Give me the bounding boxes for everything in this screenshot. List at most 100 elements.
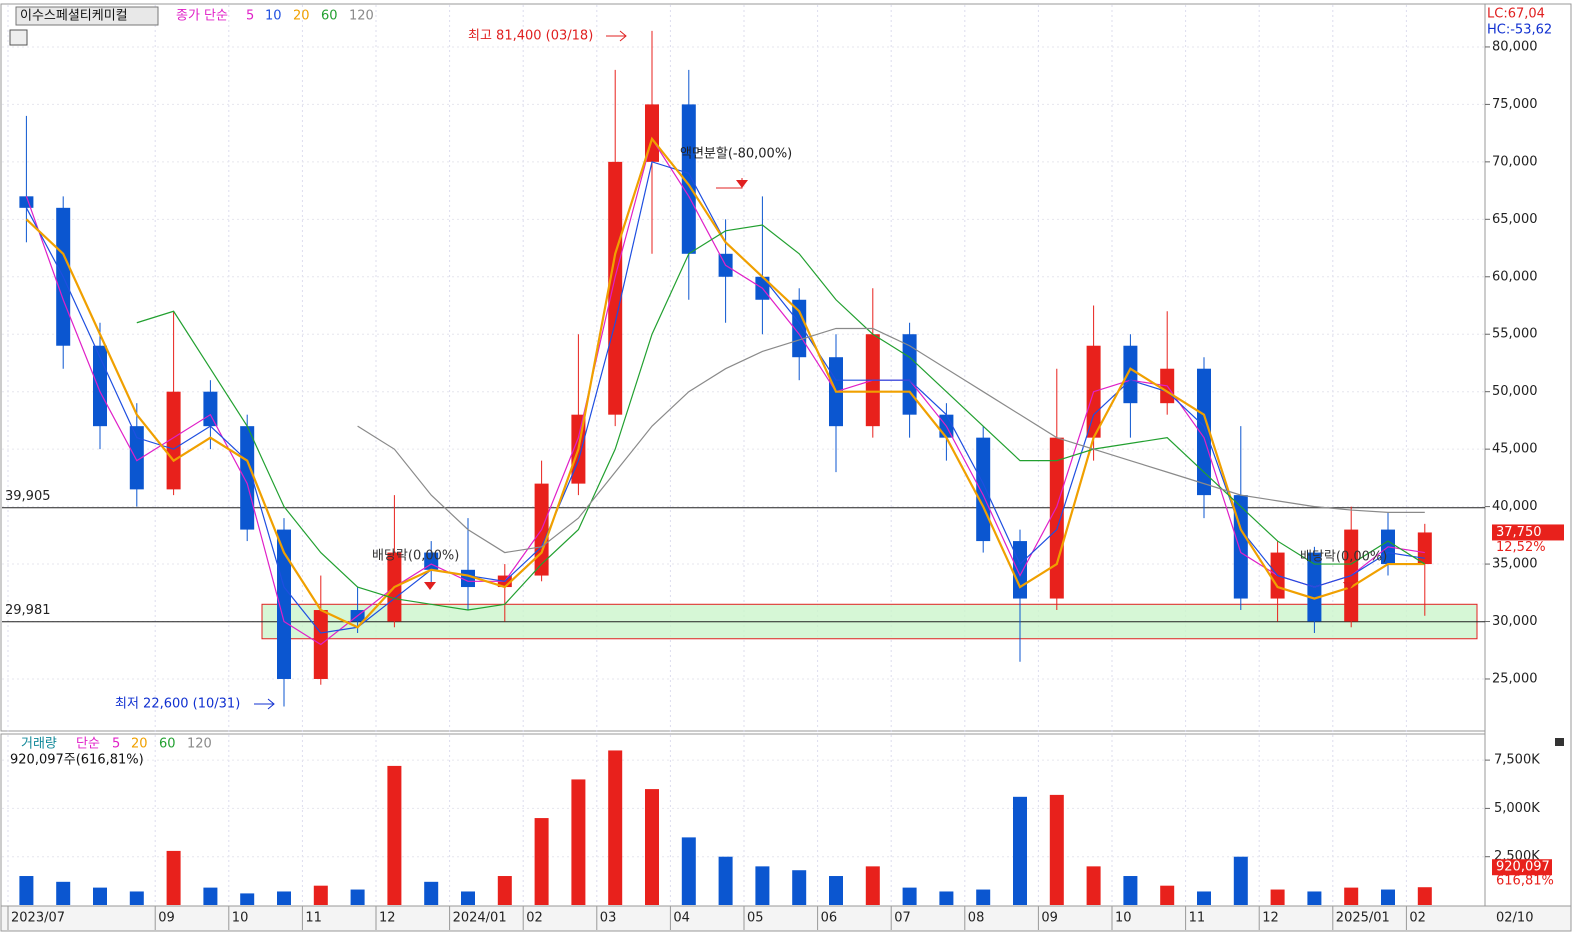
candle-body	[1417, 532, 1432, 565]
volume-bar	[240, 893, 255, 905]
legend-entry: 60	[321, 9, 338, 24]
y-tick-label: 55,000	[1492, 327, 1538, 342]
x-axis-strip	[0, 905, 1572, 932]
volume-bar	[1344, 887, 1359, 905]
x-tick-label: 12	[379, 911, 396, 926]
volume-bar	[865, 866, 880, 905]
volume-bar	[1381, 889, 1395, 905]
candle-body	[277, 529, 291, 679]
x-tick-label: 09	[158, 911, 175, 926]
change-label: 12,52%	[1496, 540, 1546, 555]
x-end-label: 02/10	[1496, 911, 1533, 926]
volume-bar	[277, 891, 291, 905]
y-tick-label: 7,500K	[1494, 753, 1540, 768]
volume-bar	[93, 887, 107, 905]
table-icon[interactable]	[9, 29, 28, 46]
candle-body	[1197, 368, 1211, 496]
legend-entry: 120	[187, 737, 212, 752]
candle-body	[1123, 345, 1138, 404]
moving-average	[25, 136, 1425, 629]
y-tick-label: 5,000K	[1494, 801, 1540, 816]
reference-label: 29,981	[5, 603, 51, 618]
candle-body	[129, 426, 144, 490]
y-tick-label: 70,000	[1492, 154, 1538, 169]
y-tick-label: 75,000	[1492, 97, 1538, 112]
volume-bar	[203, 887, 218, 905]
volume-bar	[976, 889, 991, 905]
moving-average	[25, 137, 1425, 646]
volume-bar	[718, 856, 733, 905]
y-tick-label: 60,000	[1492, 269, 1538, 284]
legend-entry: 20	[293, 9, 310, 24]
annotation: 최저 22,600 (10/31)	[115, 697, 240, 712]
corner-label: HC:-53,62	[1487, 23, 1552, 38]
y-tick-label: 45,000	[1492, 442, 1538, 457]
x-tick-label: 09	[1041, 911, 1058, 926]
last-price-tag	[1492, 524, 1564, 541]
volume-bar	[608, 750, 623, 905]
annotation: 배당락(0,00%)	[1300, 550, 1387, 565]
y-tick-label: 40,000	[1492, 499, 1538, 514]
volume-bar	[645, 789, 659, 905]
y-tick-label: 65,000	[1492, 212, 1538, 227]
volume-bar	[829, 876, 843, 905]
volume-info: 920,097주(616,81%)	[10, 753, 144, 768]
right-axis-frame	[1484, 3, 1572, 907]
candle-body	[976, 437, 991, 542]
corner-label: LC:67,04	[1487, 7, 1545, 22]
x-tick-label: 02	[526, 911, 543, 926]
moving-average	[136, 224, 1426, 611]
title-box	[15, 6, 159, 26]
candle-body	[608, 161, 623, 415]
volume-bar	[1049, 794, 1064, 905]
volume-bar	[1123, 876, 1138, 905]
x-tick-label: 07	[894, 911, 911, 926]
volume-bar	[129, 891, 144, 905]
volume-bar	[792, 870, 807, 905]
candle-body	[166, 391, 181, 490]
volume-bar	[1086, 866, 1101, 905]
volume-bar	[56, 881, 71, 905]
candle-body	[203, 391, 218, 427]
volume-bar	[1160, 885, 1175, 905]
candle-body	[681, 104, 696, 254]
candle-body	[792, 299, 807, 358]
chart-title: 이수스페셜티케미컬	[20, 9, 128, 24]
last-volume: 920,097	[1496, 860, 1550, 875]
volume-bar	[166, 850, 181, 905]
legend-prefix: 단순	[76, 737, 100, 752]
volume-bar	[755, 866, 770, 905]
legend-prefix: 종가 단순	[176, 9, 228, 24]
x-tick-label: 2024/01	[453, 911, 507, 926]
candle-body	[240, 426, 255, 530]
legend-entry: 120	[349, 9, 374, 24]
volume-bar	[1013, 796, 1027, 905]
legend-entry: 5	[112, 737, 120, 752]
x-tick-label: 2023/07	[11, 911, 65, 926]
volume-bar	[497, 876, 512, 905]
annotation-arrow	[606, 30, 627, 42]
volume-bar	[571, 779, 586, 905]
last-price: 37,750	[1496, 525, 1542, 540]
legend-entry: 5	[246, 9, 254, 24]
volume-bar	[1417, 887, 1432, 905]
legend-entry: 10	[265, 9, 282, 24]
volume-bar	[1307, 891, 1322, 905]
panel-button[interactable]	[1555, 738, 1564, 746]
x-tick-label: 06	[821, 911, 838, 926]
x-tick-label: 12	[1262, 911, 1279, 926]
annotation-arrow	[254, 698, 275, 710]
x-tick-label: 05	[747, 911, 764, 926]
y-tick-label: 30,000	[1492, 614, 1538, 629]
x-tick-label: 10	[1115, 911, 1132, 926]
volume-bar	[350, 889, 365, 905]
candle-body	[19, 196, 34, 208]
x-tick-label: 04	[673, 911, 690, 926]
x-tick-label: 2025/01	[1336, 911, 1390, 926]
volume-bar	[424, 881, 439, 905]
x-tick-label: 10	[232, 911, 249, 926]
volume-bar	[387, 765, 402, 905]
volume-ratio: 616,81%	[1496, 874, 1554, 889]
